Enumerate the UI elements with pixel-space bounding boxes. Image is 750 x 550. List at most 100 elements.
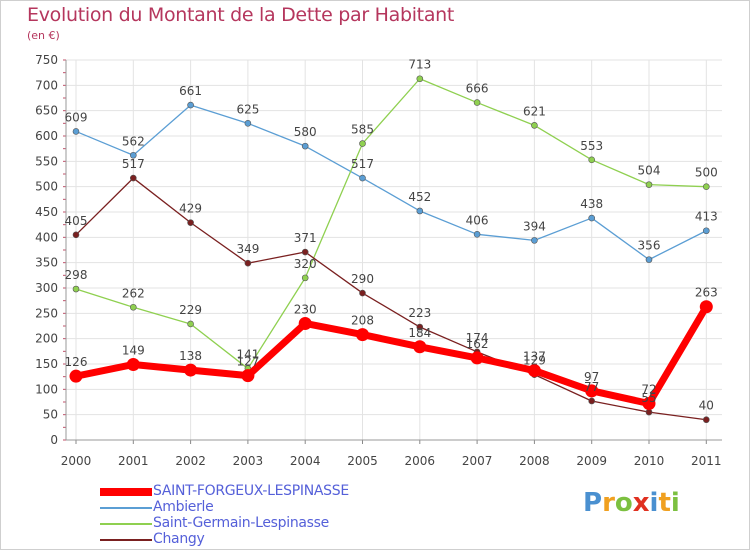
data-label: 72 — [641, 383, 656, 397]
data-point — [531, 237, 538, 244]
x-tick-label: 2006 — [405, 454, 436, 468]
x-tick-label: 2008 — [519, 454, 550, 468]
data-point — [130, 151, 137, 159]
logo-letter: x — [632, 488, 650, 518]
y-tick-label: 200 — [35, 332, 58, 346]
data-label: 149 — [122, 344, 145, 358]
legend-swatch — [100, 523, 152, 525]
data-label: 625 — [236, 102, 259, 116]
series-line-changy — [75, 177, 707, 421]
data-label: 77 — [584, 380, 599, 394]
data-label: 298 — [65, 268, 88, 282]
y-tick-label: 300 — [35, 281, 58, 295]
data-label: 349 — [236, 242, 259, 256]
data-point — [470, 351, 484, 365]
logo-letter: i — [649, 488, 659, 518]
legend-label: SAINT-FORGEUX-LESPINASSE — [153, 483, 349, 499]
y-tick-label: 650 — [35, 104, 58, 118]
data-label: 127 — [236, 355, 259, 369]
logo-letter: i — [670, 488, 680, 518]
data-point — [244, 120, 252, 127]
data-label: 138 — [179, 349, 202, 363]
data-label: 40 — [699, 399, 714, 413]
series-line-saint-germain-lespinasse — [75, 78, 707, 370]
data-label: 230 — [294, 302, 317, 316]
data-label: 263 — [695, 286, 718, 300]
data-label: 562 — [122, 134, 145, 148]
data-label: 609 — [65, 110, 88, 124]
data-label: 438 — [580, 197, 603, 211]
data-point — [130, 174, 137, 182]
chart-title: Evolution du Montant de la Dette par Hab… — [27, 4, 455, 26]
data-label: 141 — [236, 348, 259, 362]
data-label: 162 — [466, 337, 489, 351]
data-label: 517 — [351, 157, 374, 171]
data-point — [356, 328, 369, 342]
y-tick-label: 450 — [35, 205, 58, 219]
data-label: 405 — [65, 214, 88, 228]
data-point — [416, 75, 424, 83]
data-point — [298, 316, 312, 330]
data-point — [588, 397, 596, 405]
data-point — [359, 289, 366, 297]
data-point — [241, 369, 255, 383]
data-point — [359, 174, 366, 182]
data-point — [645, 181, 653, 188]
data-label: 713 — [408, 58, 431, 72]
plot-area — [66, 60, 722, 440]
data-label: 666 — [466, 82, 489, 96]
data-label: 55 — [641, 391, 656, 405]
data-point — [184, 363, 198, 377]
data-point — [301, 248, 309, 256]
y-tick-label: 100 — [35, 382, 58, 396]
x-tick-label: 2000 — [61, 454, 92, 468]
data-label: 585 — [351, 123, 374, 137]
data-label: 290 — [351, 272, 374, 286]
logo-letter: P — [583, 488, 603, 518]
data-label: 320 — [294, 257, 317, 271]
legend-label: Changy — [153, 531, 205, 547]
y-tick-label: 250 — [35, 306, 58, 320]
x-tick-label: 2007 — [462, 454, 493, 468]
data-point — [72, 231, 80, 239]
data-point — [642, 397, 656, 411]
y-tick-label: 550 — [35, 154, 58, 168]
legend-label: Ambierle — [153, 499, 214, 515]
data-label: 661 — [179, 84, 202, 98]
data-point — [72, 128, 80, 135]
data-label: 371 — [294, 231, 317, 245]
logo-letter: t — [658, 488, 671, 518]
data-point — [527, 364, 541, 378]
y-tick-label: 50 — [43, 408, 58, 422]
chart-subtitle: (en €) — [27, 29, 60, 42]
x-tick-label: 2011 — [691, 454, 722, 468]
y-tick-label: 600 — [35, 129, 58, 143]
data-point — [69, 369, 83, 383]
y-tick-label: 0 — [50, 433, 58, 447]
data-label: 517 — [122, 157, 145, 171]
data-point — [473, 99, 481, 106]
data-point — [187, 320, 194, 328]
y-tick-label: 350 — [35, 256, 58, 270]
x-tick-label: 2004 — [290, 454, 321, 468]
data-point — [702, 416, 710, 424]
data-point — [130, 303, 137, 311]
data-point — [187, 219, 194, 226]
series-line-ambierle — [75, 104, 707, 261]
x-tick-label: 2002 — [175, 454, 206, 468]
x-tick-label: 2009 — [576, 454, 607, 468]
data-point — [588, 214, 596, 222]
data-label: 413 — [695, 210, 718, 224]
data-point — [473, 230, 481, 238]
data-point — [301, 274, 309, 282]
data-point — [588, 156, 596, 164]
data-label: 452 — [408, 190, 431, 204]
data-point — [244, 259, 252, 267]
y-tick-label: 150 — [35, 357, 58, 371]
data-label: 500 — [695, 166, 718, 180]
data-point — [72, 285, 80, 293]
x-tick-label: 2003 — [233, 454, 264, 468]
data-label: 229 — [179, 303, 202, 317]
data-label: 406 — [466, 213, 489, 227]
data-label: 97 — [584, 370, 599, 384]
